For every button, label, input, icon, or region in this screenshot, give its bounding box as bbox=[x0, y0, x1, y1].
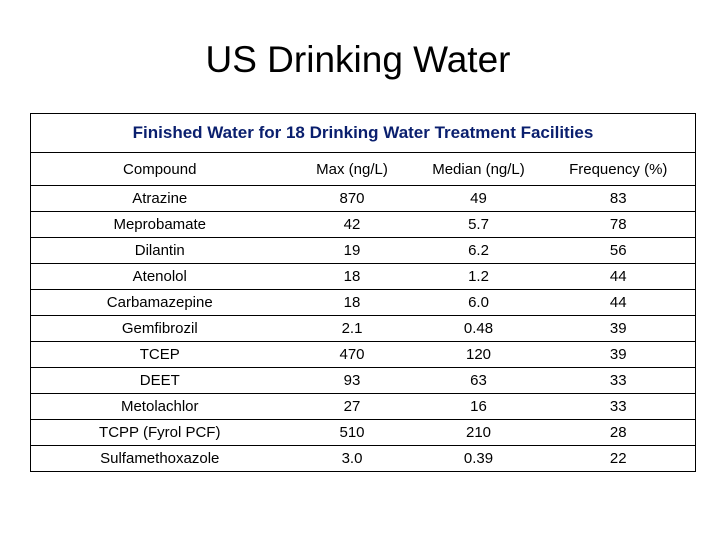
frequency-cell: 78 bbox=[541, 211, 696, 238]
max-cell: 870 bbox=[339, 190, 365, 207]
frequency-cell: 33 bbox=[541, 393, 696, 420]
frequency-cell: 83 bbox=[609, 190, 627, 207]
max-cell: 470 bbox=[288, 341, 416, 368]
compound-cell: TCPP (Fyrol PCF) bbox=[30, 419, 289, 446]
median-cell: 0.48 bbox=[415, 315, 542, 342]
median-cell: 6.2 bbox=[415, 237, 542, 264]
table-row: Atrazine 870 49 83 bbox=[31, 186, 696, 212]
table-body: Atrazine 870 49 83 Meprobamate 42 5.7 78 Dilanti… bbox=[30, 186, 696, 472]
max-cell: 93 bbox=[288, 367, 416, 394]
median-cell: 49 bbox=[470, 190, 487, 207]
median-cell: 210 bbox=[415, 419, 542, 446]
compound-cell: Carbamazepine bbox=[30, 289, 289, 316]
max-cell: 27 bbox=[288, 393, 416, 420]
max-cell: 19 bbox=[288, 237, 416, 264]
table-row: Carbamazepine 18 6.0 44 bbox=[30, 289, 696, 316]
median-cell: 16 bbox=[415, 393, 542, 420]
table-row: Atenolol 18 1.2 44 bbox=[30, 263, 696, 290]
median-cell: 6.0 bbox=[415, 289, 542, 316]
compound-cell: Metolachlor bbox=[30, 393, 289, 420]
column-header-compound: Compound bbox=[30, 152, 289, 186]
compound-cell: Dilantin bbox=[30, 237, 289, 264]
max-cell: 2.1 bbox=[288, 315, 416, 342]
table-row: DEET 93 63 33 bbox=[30, 367, 696, 394]
median-cell: 0.39 bbox=[415, 445, 542, 472]
median-cell: 120 bbox=[415, 341, 542, 368]
max-cell: 42 bbox=[288, 211, 416, 238]
table-row: Gemfibrozil 2.1 0.48 39 bbox=[30, 315, 696, 342]
table-header-row: Compound Max (ng/L) Median (ng/L) Freque… bbox=[30, 152, 696, 186]
table-caption-row: Finished Water for 18 Drinking Water Tre… bbox=[30, 113, 696, 153]
max-cell: 3.0 bbox=[288, 445, 416, 472]
median-cell: 5.7 bbox=[415, 211, 542, 238]
compound-cell: Sulfamethoxazole bbox=[30, 445, 289, 472]
median-cell: 63 bbox=[415, 367, 542, 394]
frequency-cell: 33 bbox=[541, 367, 696, 394]
frequency-cell: 44 bbox=[541, 289, 696, 316]
table-row: Metolachlor 27 16 33 bbox=[30, 393, 696, 420]
frequency-cell: 56 bbox=[541, 237, 696, 264]
max-cell: 18 bbox=[288, 289, 416, 316]
frequency-cell: 22 bbox=[541, 445, 696, 472]
frequency-cell: 39 bbox=[541, 341, 696, 368]
data-table-container: Finished Water for 18 Drinking Water Tre… bbox=[30, 113, 696, 472]
table-row: Dilantin 19 6.2 56 bbox=[30, 237, 696, 264]
compound-cell: DEET bbox=[30, 367, 289, 394]
data-table: Finished Water for 18 Drinking Water Tre… bbox=[30, 113, 696, 472]
table-caption: Finished Water for 18 Drinking Water Tre… bbox=[30, 113, 696, 153]
compound-cell: Meprobamate bbox=[30, 211, 289, 238]
frequency-cell: 44 bbox=[541, 263, 696, 290]
compound-cell: Gemfibrozil bbox=[30, 315, 289, 342]
table-row: Sulfamethoxazole 3.0 0.39 22 bbox=[30, 445, 696, 472]
page-title: US Drinking Water bbox=[205, 39, 511, 80]
compound-cell: Atenolol bbox=[30, 263, 289, 290]
median-cell: 1.2 bbox=[415, 263, 542, 290]
frequency-cell: 28 bbox=[541, 419, 696, 446]
max-cell: 510 bbox=[288, 419, 416, 446]
column-header-frequency: Frequency (%) bbox=[541, 152, 696, 186]
compound-cell: Atrazine bbox=[132, 190, 188, 207]
column-header-median: Median (ng/L) bbox=[415, 152, 542, 186]
table-row: TCPP (Fyrol PCF) 510 210 28 bbox=[30, 419, 696, 446]
compound-cell: TCEP bbox=[30, 341, 289, 368]
max-cell: 18 bbox=[288, 263, 416, 290]
frequency-cell: 39 bbox=[541, 315, 696, 342]
column-header-max: Max (ng/L) bbox=[288, 152, 416, 186]
table-row: TCEP 470 120 39 bbox=[30, 341, 696, 368]
table-row: Meprobamate 42 5.7 78 bbox=[30, 211, 696, 238]
